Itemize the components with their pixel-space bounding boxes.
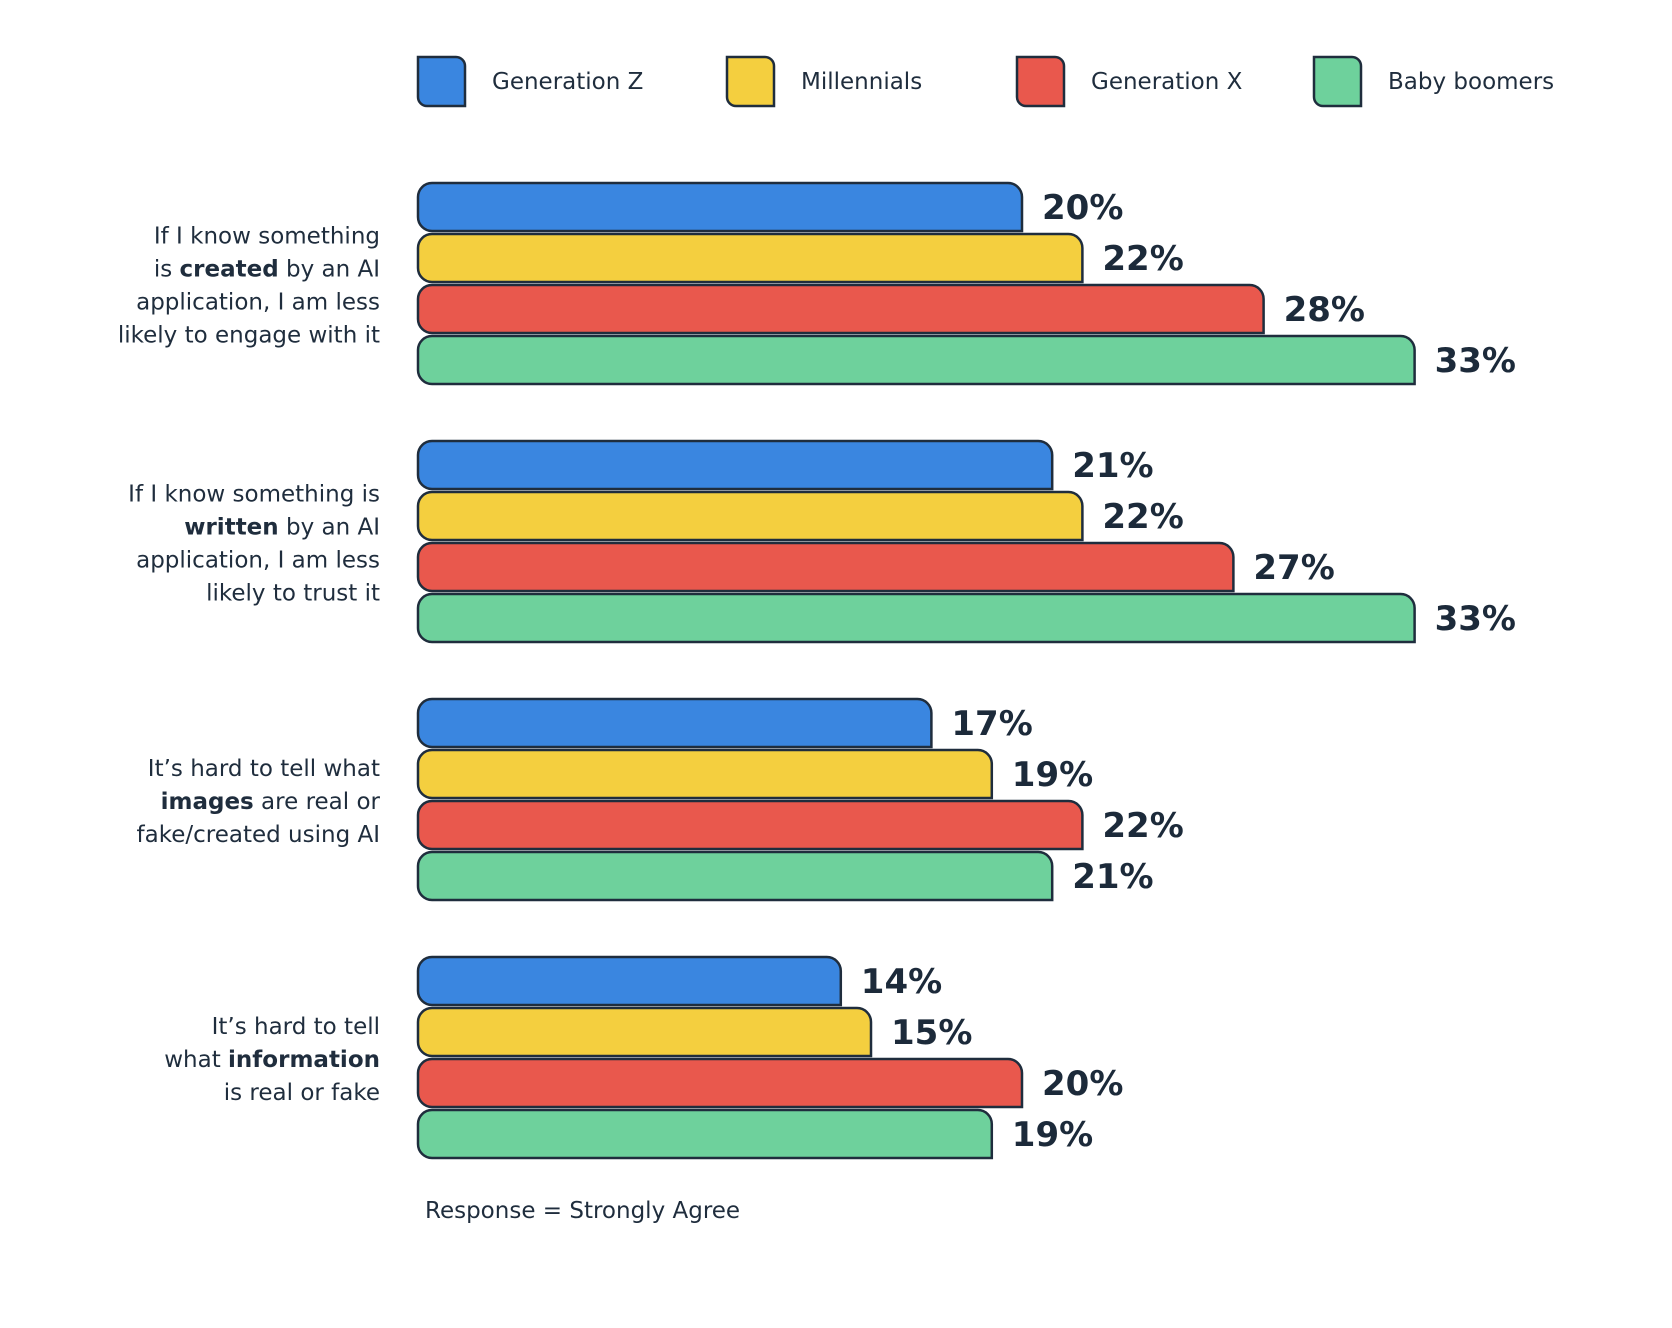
data-label: 20% bbox=[1042, 1064, 1123, 1104]
data-label: 21% bbox=[1072, 857, 1153, 897]
bar bbox=[416, 439, 1054, 491]
category-label-segment: likely to engage with it bbox=[118, 323, 380, 349]
data-label: 19% bbox=[1012, 755, 1093, 795]
bars bbox=[416, 181, 1416, 1160]
data-label: 14% bbox=[861, 962, 942, 1002]
data-label: 28% bbox=[1284, 290, 1365, 330]
legend-label: Generation Z bbox=[492, 69, 643, 95]
data-label: 27% bbox=[1253, 548, 1334, 588]
legend-item: Millennials bbox=[725, 55, 922, 108]
bar bbox=[416, 232, 1084, 284]
category-label-segment: It’s hard to tell bbox=[212, 1014, 380, 1040]
bar bbox=[416, 592, 1416, 644]
category-label-segment: information bbox=[228, 1047, 380, 1073]
category-label-segment: If I know something bbox=[154, 224, 380, 250]
legend-item: Generation X bbox=[1015, 55, 1243, 108]
legend-item: Baby boomers bbox=[1312, 55, 1554, 108]
category-label-segment: is bbox=[154, 257, 180, 283]
data-label: 19% bbox=[1012, 1115, 1093, 1155]
legend-swatch bbox=[1015, 55, 1066, 108]
category-label-segment: application, I am less bbox=[136, 290, 380, 316]
data-label: 22% bbox=[1102, 806, 1183, 846]
category-label-segment: what bbox=[164, 1047, 228, 1073]
category-label-segment: created bbox=[180, 257, 279, 283]
category-label-segment: application, I am less bbox=[136, 548, 380, 574]
bar bbox=[416, 283, 1265, 335]
legend-item: Generation Z bbox=[416, 55, 643, 108]
category-label: It’s hard to tell what images are real or… bbox=[137, 756, 381, 848]
category-label-segment: likely to trust it bbox=[206, 581, 380, 607]
category-label-segment: written bbox=[184, 515, 278, 541]
category-label: It’s hard to tell what information is real… bbox=[164, 1014, 380, 1106]
category-label-segment: fake/created using AI bbox=[137, 822, 380, 848]
data-label: 33% bbox=[1435, 599, 1516, 639]
data-label: 21% bbox=[1072, 446, 1153, 486]
category-label: If I know something is written by an AI ap… bbox=[128, 482, 380, 607]
category-labels: If I know something is created by an AI ap… bbox=[118, 224, 381, 1107]
legend-label: Millennials bbox=[801, 69, 922, 95]
bar bbox=[416, 334, 1416, 386]
bar bbox=[416, 490, 1084, 542]
bar bbox=[416, 697, 933, 749]
category-label-segment: by an AI bbox=[279, 515, 380, 541]
bar bbox=[416, 748, 994, 800]
legend-label: Baby boomers bbox=[1388, 69, 1554, 95]
category-label-segment: images bbox=[161, 789, 254, 815]
bar bbox=[416, 1057, 1024, 1109]
category-label-segment: It’s hard to tell what bbox=[148, 756, 380, 782]
bar bbox=[416, 181, 1024, 233]
legend: Generation Z Millennials Generation X Baby … bbox=[416, 55, 1554, 108]
category-label-segment: are real or bbox=[254, 789, 381, 815]
data-label: 33% bbox=[1435, 341, 1516, 381]
legend-swatch bbox=[725, 55, 776, 108]
bar bbox=[416, 955, 843, 1007]
data-label: 20% bbox=[1042, 188, 1123, 228]
data-label: 15% bbox=[891, 1013, 972, 1053]
bar bbox=[416, 850, 1054, 902]
category-label-segment: is real or fake bbox=[224, 1080, 380, 1106]
category-label: If I know something is created by an AI ap… bbox=[118, 224, 380, 349]
bar bbox=[416, 541, 1235, 593]
bar bbox=[416, 1006, 873, 1058]
footnote: Response = Strongly Agree bbox=[425, 1198, 740, 1224]
category-label-segment: If I know something is bbox=[128, 482, 380, 508]
legend-label: Generation X bbox=[1091, 69, 1243, 95]
bar bbox=[416, 1108, 994, 1160]
data-label: 17% bbox=[951, 704, 1032, 744]
category-label-segment: by an AI bbox=[279, 257, 380, 283]
value-labels: 20%22%28%33%21%22%27%33%17%19%22%21%14%1… bbox=[861, 188, 1516, 1155]
bar bbox=[416, 799, 1084, 851]
data-label: 22% bbox=[1102, 497, 1183, 537]
legend-swatch bbox=[1312, 55, 1363, 108]
data-label: 22% bbox=[1102, 239, 1183, 279]
legend-swatch bbox=[416, 55, 467, 108]
